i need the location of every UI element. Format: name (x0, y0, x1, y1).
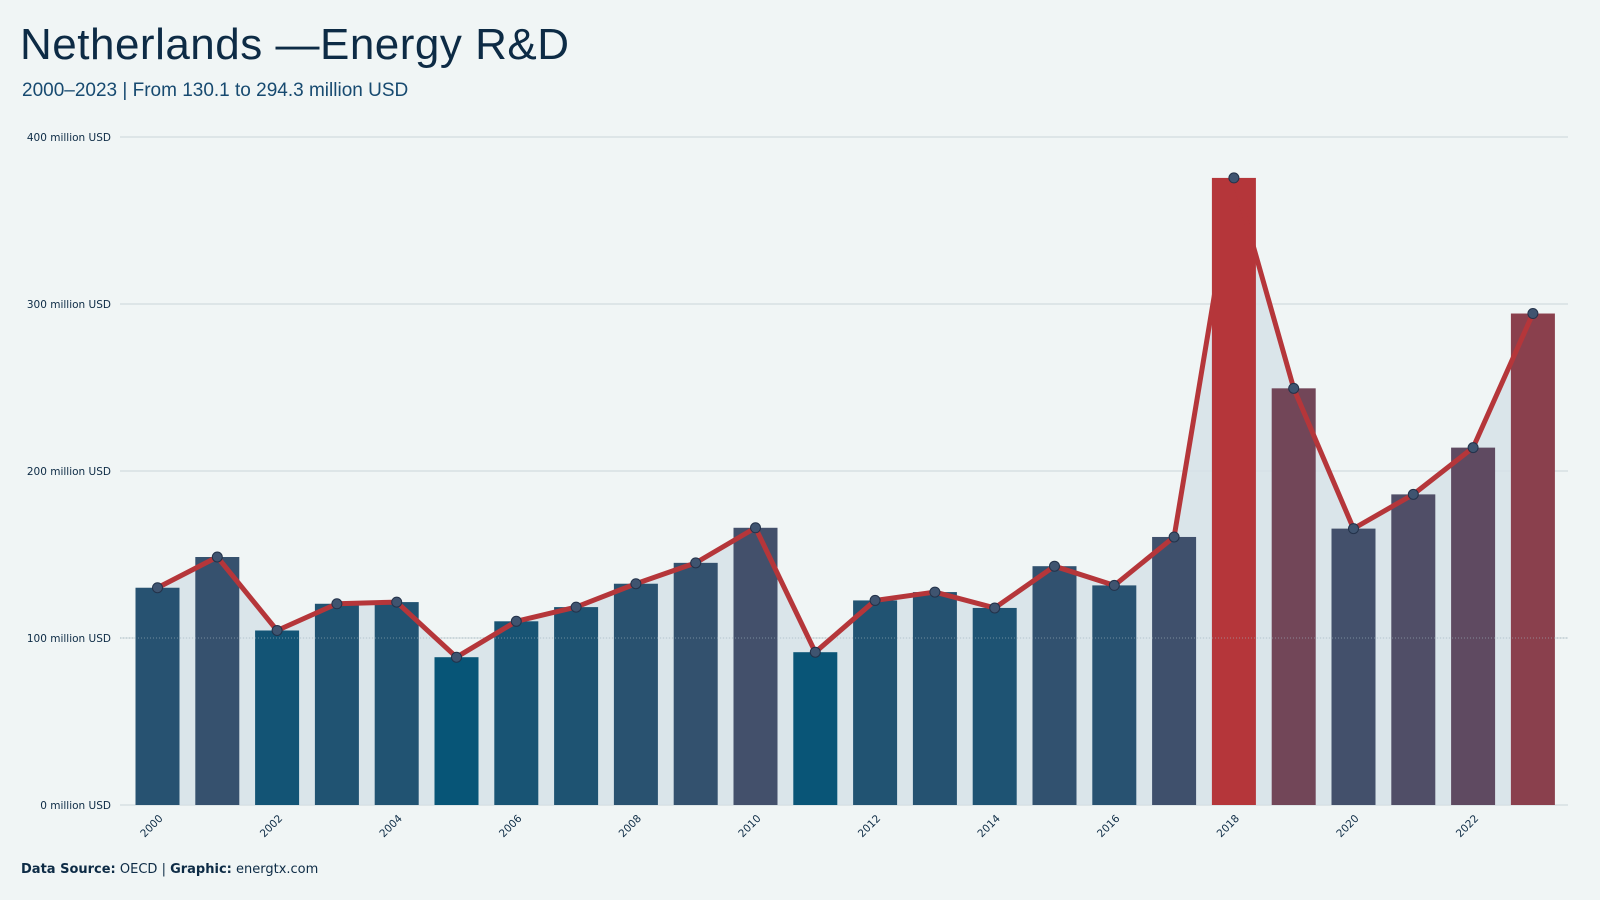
x-tick-label: 2000 (138, 813, 165, 840)
bar (255, 630, 300, 805)
bar (1211, 177, 1256, 806)
x-tick-label: 2022 (1454, 813, 1481, 840)
bar (494, 621, 539, 805)
y-tick-label: 200 million USD (27, 466, 111, 478)
data-point (1288, 382, 1300, 394)
data-point (570, 601, 582, 613)
y-tick-label: 0 million USD (40, 800, 111, 812)
x-tick-label: 2016 (1095, 812, 1123, 840)
data-point (989, 602, 1001, 614)
x-tick-label: 2002 (258, 813, 285, 840)
data-point (690, 557, 702, 569)
series-line (155, 175, 1536, 660)
x-tick-label: 2010 (736, 813, 763, 840)
bars (135, 177, 1555, 806)
data-point (1467, 442, 1479, 454)
bar (314, 603, 359, 805)
data-point (1407, 488, 1419, 500)
data-point (331, 598, 343, 610)
x-tick-label: 2020 (1334, 813, 1361, 840)
bar (1391, 494, 1436, 805)
x-tick-label: 2014 (975, 812, 1003, 840)
y-tick-label: 100 million USD (27, 633, 111, 645)
series-area (157, 177, 1533, 806)
bar (972, 607, 1017, 805)
bar (135, 587, 180, 805)
bar (912, 592, 957, 805)
bar (853, 600, 898, 805)
chart-subtitle: 2000–2023 | From 130.1 to 294.3 million … (22, 80, 409, 101)
points (152, 172, 1539, 663)
x-tick-label: 2004 (377, 812, 405, 840)
x-tick-label: 2008 (617, 813, 644, 840)
data-point (211, 551, 223, 563)
data-point (1168, 531, 1180, 543)
data-point (1108, 579, 1120, 591)
bar (1451, 447, 1496, 805)
x-tick-label: 2006 (497, 812, 525, 840)
bar (613, 583, 658, 805)
footer-credits: Data Source: OECD | Graphic: energtx.com (21, 862, 318, 877)
data-point (630, 578, 642, 590)
chart-title: Netherlands —Energy R&D (20, 20, 570, 69)
data-point (451, 651, 462, 663)
data-point (750, 522, 761, 534)
bar (1092, 585, 1137, 805)
source-label: Data Source: (21, 862, 116, 877)
bar (374, 602, 419, 805)
data-point (1348, 523, 1359, 535)
bar (733, 527, 778, 805)
data-point (929, 586, 941, 598)
x-tick-label: 2018 (1215, 813, 1242, 840)
bar (1152, 536, 1197, 805)
graphic-label: Graphic: (170, 862, 232, 877)
bar (1510, 313, 1555, 805)
data-point (869, 594, 881, 606)
data-point (1527, 308, 1539, 320)
bar (1032, 566, 1077, 805)
data-point (1049, 560, 1060, 572)
graphic-value: energtx.com (231, 862, 319, 877)
bar (673, 562, 718, 805)
bar (195, 557, 240, 805)
y-tick-label: 400 million USD (27, 132, 111, 144)
bar (554, 607, 599, 805)
data-point (809, 646, 821, 658)
y-tick-label: 300 million USD (27, 299, 111, 311)
x-tick-label: 2012 (856, 813, 883, 840)
bar (1331, 528, 1376, 805)
bar (434, 657, 479, 805)
data-point (152, 582, 163, 594)
data-point (1228, 172, 1240, 184)
data-point (271, 624, 283, 636)
x-axis-labels: 2000 2002 2004 2006 2008 2010 2012 2014 2016 2018… (138, 812, 1481, 840)
data-point (391, 596, 403, 608)
bar (1271, 388, 1316, 805)
data-point (510, 615, 522, 627)
source-value: OECD | (115, 862, 171, 877)
bar (793, 652, 838, 805)
